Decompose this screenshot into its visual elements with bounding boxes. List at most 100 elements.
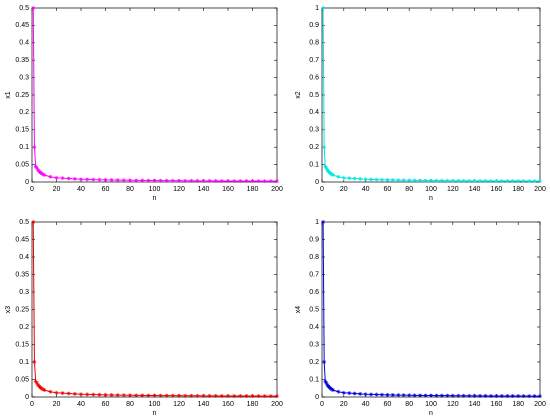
marker (323, 379, 328, 384)
x-tick-label: 60 (102, 401, 110, 408)
x-axis-label: n (429, 195, 433, 202)
x-axis-label: n (153, 410, 157, 417)
marker (31, 6, 36, 10)
plot-area (321, 221, 541, 398)
y-tick-label: 0.1 (19, 144, 29, 151)
marker (401, 178, 406, 183)
marker (374, 392, 379, 397)
x-tick-label: 140 (198, 401, 210, 408)
marker (445, 393, 450, 398)
y-tick-label: 0.2 (309, 359, 319, 366)
x-tick-label: 200 (271, 401, 283, 408)
y-tick-label: 0.2 (19, 324, 29, 331)
marker (396, 393, 401, 398)
x-tick-label: 60 (384, 401, 392, 408)
marker (115, 393, 120, 398)
x-tick-label: 60 (102, 186, 110, 193)
marker (183, 393, 188, 398)
marker (478, 178, 483, 183)
marker (42, 388, 47, 392)
marker (516, 179, 521, 184)
marker (103, 177, 108, 182)
marker (379, 177, 384, 182)
marker (450, 393, 455, 398)
x-tick-label: 20 (53, 401, 61, 408)
marker (42, 173, 47, 178)
marker (439, 393, 444, 398)
y-tick-label: 0.35 (15, 57, 29, 64)
marker (33, 164, 38, 169)
y-tick-label: 0.1 (19, 359, 29, 366)
marker (268, 179, 273, 184)
x-tick-label: 120 (173, 401, 185, 408)
x-tick-label: 100 (149, 401, 161, 408)
marker (456, 393, 461, 398)
marker (505, 179, 510, 184)
marker (170, 393, 175, 398)
marker (347, 391, 352, 396)
marker (532, 394, 537, 399)
marker (488, 393, 493, 398)
marker (109, 392, 114, 397)
x-tick-label: 160 (222, 186, 234, 193)
y-tick-label: 0.05 (15, 161, 29, 168)
x-tick-label: 140 (469, 401, 481, 408)
marker (244, 394, 249, 399)
marker (439, 178, 444, 183)
plot-area (321, 7, 541, 183)
y-tick-label: 0.5 (19, 5, 29, 12)
marker (72, 176, 77, 181)
marker (483, 393, 488, 398)
y-tick-label: 0 (315, 179, 319, 186)
marker (32, 145, 37, 150)
y-tick-label: 0.9 (309, 236, 319, 243)
x-tick-label: 60 (384, 186, 392, 193)
x-tick-label: 180 (512, 401, 524, 408)
y-tick-label: 0.6 (309, 74, 319, 81)
marker (54, 175, 59, 180)
x-tick-label: 120 (173, 186, 185, 193)
marker (499, 178, 504, 183)
marker (219, 393, 224, 398)
marker (478, 393, 483, 398)
marker (467, 178, 472, 183)
marker (34, 166, 39, 171)
y-axis-label: x1 (5, 91, 12, 99)
marker (152, 393, 157, 398)
marker (238, 394, 243, 399)
y-tick-label: 0.05 (15, 376, 29, 383)
marker (434, 178, 439, 183)
marker (109, 177, 114, 182)
marker (256, 394, 261, 399)
marker (41, 387, 46, 392)
marker (121, 393, 126, 398)
marker (189, 178, 194, 183)
marker (262, 179, 267, 184)
marker (363, 392, 368, 397)
marker (31, 220, 36, 224)
marker (461, 393, 466, 398)
y-tick-label: 0.25 (15, 92, 29, 99)
marker (164, 393, 169, 398)
marker (275, 179, 279, 184)
marker (250, 179, 255, 184)
x-tick-label: 200 (534, 186, 546, 193)
marker (521, 179, 526, 184)
plot-area (31, 221, 278, 398)
marker (369, 177, 374, 182)
marker (494, 178, 499, 183)
marker (379, 392, 384, 397)
marker (33, 379, 38, 384)
marker (201, 393, 206, 398)
marker (330, 173, 335, 178)
marker (66, 391, 71, 396)
marker (91, 392, 96, 397)
marker (97, 392, 102, 397)
y-tick-label: 0.15 (15, 341, 29, 348)
x-tick-label: 100 (149, 186, 161, 193)
marker (390, 392, 395, 397)
marker (521, 394, 526, 399)
marker (85, 177, 90, 182)
marker (322, 360, 327, 364)
marker (347, 176, 352, 181)
